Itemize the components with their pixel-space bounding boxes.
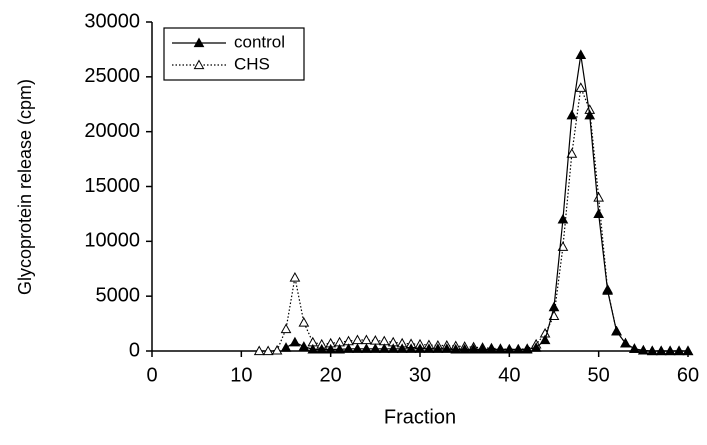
x-tick-label: 10 [230, 364, 252, 386]
legend-label: CHS [234, 54, 270, 73]
series-line [259, 85, 688, 352]
marker [298, 316, 310, 327]
marker [387, 343, 399, 353]
marker [343, 343, 354, 353]
x-tick-label: 0 [146, 364, 157, 386]
marker [548, 301, 560, 312]
marker [441, 343, 453, 353]
x-tick-label: 20 [320, 364, 342, 386]
legend-label: control [234, 32, 285, 51]
marker [253, 345, 265, 356]
marker [557, 213, 569, 224]
y-tick-label: 10000 [84, 230, 140, 252]
y-tick-label: 20000 [84, 120, 140, 142]
marker [262, 345, 274, 356]
marker [495, 343, 506, 354]
marker [575, 82, 587, 92]
marker [468, 343, 479, 354]
marker [477, 343, 488, 354]
marker [646, 345, 658, 356]
marker [611, 325, 622, 336]
marker [584, 109, 596, 120]
legend-marker [193, 37, 205, 48]
marker [361, 343, 372, 353]
series-line [285, 54, 688, 352]
legend-marker [193, 59, 205, 70]
marker [352, 334, 363, 345]
marker [637, 344, 649, 355]
marker [298, 341, 310, 351]
marker [620, 337, 631, 348]
marker [450, 343, 462, 354]
marker [664, 345, 676, 356]
marker [289, 336, 301, 347]
marker [432, 343, 444, 353]
marker [602, 285, 613, 295]
legend-box [163, 27, 305, 81]
marker [378, 343, 390, 353]
marker [521, 343, 533, 354]
y-tick-label: 0 [129, 339, 140, 361]
x-tick-label: 30 [409, 364, 431, 386]
marker [405, 343, 417, 353]
x-axis-label: Fraction [384, 406, 456, 428]
marker [307, 343, 319, 354]
marker [369, 343, 381, 353]
marker [361, 334, 372, 345]
y-tick-label: 5000 [96, 284, 141, 306]
marker [316, 343, 328, 354]
marker [593, 208, 605, 219]
marker [629, 343, 640, 353]
marker [655, 345, 667, 356]
marker [575, 49, 587, 59]
x-tick-label: 40 [498, 364, 520, 386]
x-tick-label: 60 [677, 364, 699, 386]
marker [503, 343, 515, 354]
marker [423, 343, 435, 353]
marker [289, 271, 301, 282]
marker [593, 191, 605, 202]
y-axis-label: Glycoprotein release (cpm) [15, 79, 35, 295]
marker [530, 342, 542, 352]
marker [352, 343, 363, 353]
marker [280, 342, 292, 352]
marker [414, 343, 426, 353]
y-tick-label: 15000 [84, 175, 140, 197]
y-tick-label: 30000 [84, 10, 140, 32]
marker [486, 343, 497, 354]
marker [682, 345, 694, 356]
marker [271, 344, 283, 355]
marker [280, 323, 292, 334]
x-tick-label: 50 [588, 364, 610, 386]
marker [396, 343, 408, 353]
marker [334, 343, 345, 354]
marker [325, 343, 337, 354]
marker [459, 343, 471, 354]
marker [566, 148, 578, 158]
marker [512, 343, 524, 354]
marker [673, 345, 685, 356]
y-tick-label: 25000 [84, 65, 140, 87]
marker [566, 109, 578, 120]
marker [539, 334, 551, 345]
